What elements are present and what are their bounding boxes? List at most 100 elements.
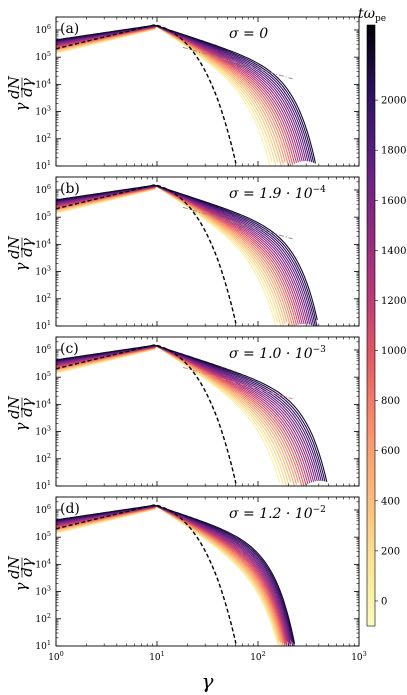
colorbar-tick-label: 800	[381, 396, 400, 407]
series-line	[56, 345, 315, 482]
series-line	[56, 185, 301, 325]
y-tick-label: 103	[35, 105, 51, 118]
colorbar-tick-label: 0	[381, 596, 387, 607]
y-tick-label: 105	[35, 530, 51, 543]
y-tick-label: 106	[35, 343, 51, 356]
series-line	[56, 345, 305, 486]
y-label-den: dγ	[18, 78, 36, 97]
y-tick-label: 106	[35, 183, 51, 196]
y-label-num: dN	[5, 555, 23, 579]
x-tick-label: 100	[48, 650, 64, 663]
series-line	[56, 25, 296, 164]
series-line	[56, 345, 287, 486]
y-tick-label: 102	[35, 612, 51, 625]
colorbar-tick-label: 1000	[381, 346, 406, 357]
y-tick-label: 104	[35, 237, 51, 250]
y-label-num: dN	[5, 395, 23, 419]
plot-area	[56, 24, 316, 166]
colorbar-tick-label: 400	[381, 496, 400, 507]
y-tick-label: 101	[35, 159, 51, 172]
series-line	[56, 185, 279, 324]
series-line	[56, 25, 298, 163]
colorbar-tick-label: 1200	[381, 296, 406, 307]
series-line	[56, 25, 282, 166]
reference-dashed-line	[56, 24, 237, 164]
series-line	[56, 25, 284, 165]
x-axis-label: γ	[202, 669, 214, 693]
x-tick-label: 103	[351, 650, 367, 663]
series-line	[56, 25, 271, 166]
colorbar-tick-label: 2000	[381, 96, 406, 107]
y-tick-label: 104	[35, 397, 51, 410]
sigma-label: σ = 1.9 · 10−4	[229, 185, 326, 202]
panel-4: 101 102 103 104 105 106 (d) σ = 1.2 · 10−2 γ dNdγ…	[5, 496, 367, 663]
axes-frame	[55, 176, 360, 327]
panel-label: (c)	[60, 341, 79, 357]
y-tick-label: 104	[35, 557, 51, 570]
y-tick-label: 106	[35, 23, 51, 36]
series-line	[56, 504, 296, 644]
series-line	[56, 25, 286, 163]
panel-label: (b)	[60, 181, 80, 197]
powerlaw-line	[182, 206, 293, 240]
axes-frame	[55, 496, 360, 647]
y-label-num: dN	[5, 235, 23, 259]
powerlaw-line	[182, 366, 293, 400]
colorbar-tick-label: 600	[381, 446, 400, 457]
series-line	[56, 344, 328, 483]
colorbar-tick-label: 1600	[381, 196, 406, 207]
reference-dashed-line	[56, 504, 237, 644]
panel-label: (a)	[60, 21, 79, 37]
series-line	[56, 345, 298, 485]
y-label-den: dγ	[18, 398, 36, 417]
y-tick-label: 101	[35, 479, 51, 492]
panel-label: (d)	[60, 501, 80, 517]
axes-frame	[55, 336, 360, 487]
series-line	[56, 25, 305, 162]
y-label-den: dγ	[18, 238, 36, 257]
reference-dashed-line	[56, 184, 237, 324]
y-label-num: dN	[5, 75, 23, 99]
x-tick-label: 102	[250, 650, 266, 663]
y-label-gamma: γ	[12, 103, 30, 112]
series-line	[56, 184, 318, 321]
powerlaw-line	[182, 46, 293, 80]
y-tick-label: 104	[35, 77, 51, 90]
y-tick-label: 102	[35, 132, 51, 145]
series-line	[56, 345, 307, 486]
colorbar-tick-label: 1400	[381, 246, 406, 257]
y-label-gamma: γ	[12, 423, 30, 432]
colorbar-title: tωpe	[358, 6, 386, 24]
y-tick-label: 101	[35, 639, 51, 652]
axes-frame	[55, 16, 360, 167]
y-tick-label: 103	[35, 425, 51, 438]
colorbar-tick-label: 200	[381, 546, 400, 557]
sigma-label: σ = 1.2 · 10−2	[229, 505, 326, 522]
colorbar: 0 200 400 600 800 1000 1200 1400 1600 1800 2000 tωp…	[358, 6, 406, 627]
x-tick-label: 101	[149, 650, 165, 663]
series-line	[56, 185, 294, 326]
reference-dashed-line	[56, 344, 237, 484]
y-tick-label: 103	[35, 265, 51, 278]
sigma-label: σ = 0	[229, 26, 268, 42]
y-label-den: dγ	[18, 558, 36, 577]
plot-area	[56, 504, 296, 646]
y-label-gamma: γ	[12, 263, 30, 272]
y-tick-label: 102	[35, 452, 51, 465]
plot-area	[56, 344, 328, 486]
y-tick-label: 101	[35, 319, 51, 332]
series-line	[56, 185, 316, 326]
series-line	[56, 25, 309, 162]
y-tick-label: 102	[35, 292, 51, 305]
series-line	[56, 345, 281, 483]
y-tick-label: 105	[35, 50, 51, 63]
series-line	[56, 345, 284, 486]
y-tick-label: 103	[35, 585, 51, 598]
series-line	[56, 345, 299, 483]
series-line	[56, 185, 291, 326]
